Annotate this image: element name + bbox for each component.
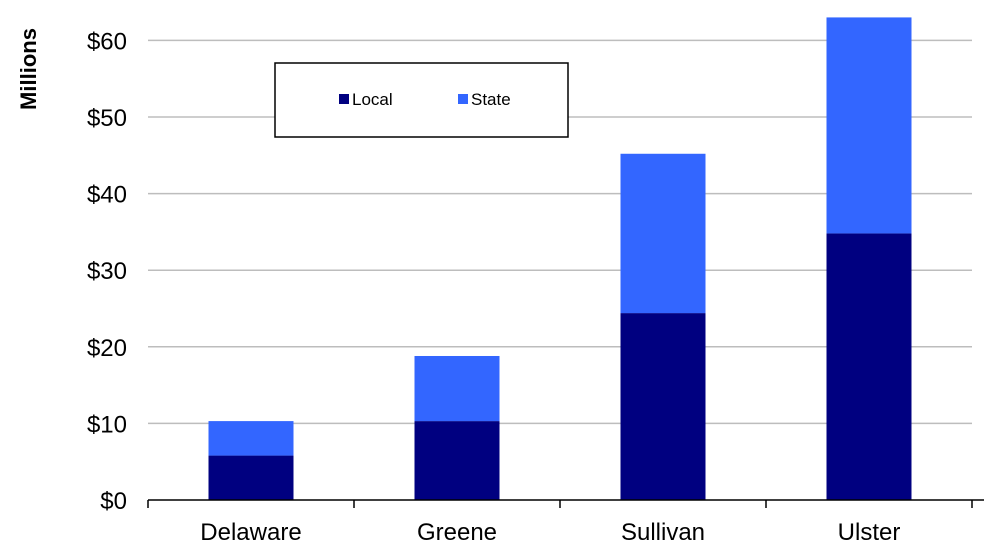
y-tick-label: $10 (87, 411, 127, 438)
x-tick-label: Ulster (838, 519, 901, 546)
bar-state-delaware (208, 421, 294, 456)
y-tick-label: $0 (100, 488, 127, 515)
x-tick-label: Sullivan (621, 519, 705, 546)
bars (208, 17, 912, 500)
bar-state-ulster (826, 17, 912, 234)
axes (147, 499, 984, 508)
legend-items: Local State (339, 90, 511, 109)
bar-local-delaware (208, 455, 294, 500)
bar-local-greene (414, 421, 500, 500)
legend-box (274, 62, 569, 138)
y-tick-label: $40 (87, 182, 127, 209)
x-tick-labels: Delaware Greene Sullivan Ulster (200, 519, 900, 546)
y-axis-label: Millions (16, 28, 41, 110)
bar-local-sullivan (620, 313, 706, 500)
legend-label-local: Local (352, 90, 393, 109)
bar-local-ulster (826, 233, 912, 500)
x-tick-label: Greene (417, 519, 497, 546)
y-tick-label: $30 (87, 258, 127, 285)
y-tick-label: $50 (87, 105, 127, 132)
y-tick-label: $20 (87, 335, 127, 362)
bar-state-greene (414, 355, 500, 422)
x-tick-label: Delaware (200, 519, 301, 546)
legend: Local State (274, 62, 569, 138)
legend-swatch-local (339, 94, 349, 104)
y-tick-labels: $0 $10 $20 $30 $40 $50 $60 (87, 28, 127, 515)
bar-state-sullivan (620, 153, 706, 314)
y-tick-label: $60 (87, 28, 127, 55)
legend-swatch-state (458, 94, 468, 104)
legend-label-state: State (471, 90, 511, 109)
